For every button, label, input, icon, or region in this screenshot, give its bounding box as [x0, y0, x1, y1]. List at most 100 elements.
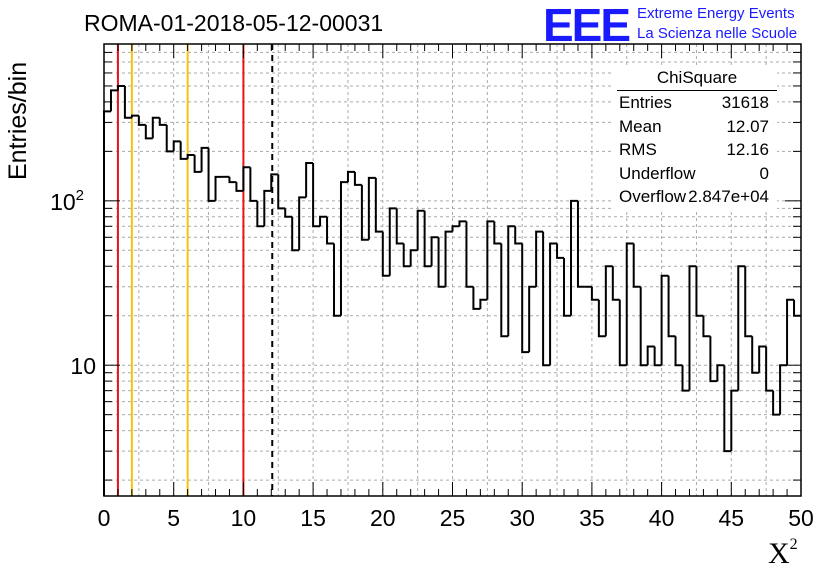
x-tick-label: 20 — [370, 505, 396, 531]
stats-key: Entries — [619, 93, 672, 112]
x-tick-label: 45 — [719, 505, 745, 531]
y-tick-label: 10 — [70, 353, 96, 379]
x-tick-label: 50 — [788, 505, 814, 531]
stats-value: 31618 — [721, 93, 769, 112]
histogram-bin — [472, 286, 481, 310]
histogram-bin — [312, 162, 321, 228]
histogram-bin — [319, 215, 328, 227]
histogram-bin — [590, 286, 599, 301]
histogram-bin — [423, 210, 432, 268]
histogram-bin — [263, 189, 272, 227]
histogram-bin — [723, 365, 732, 453]
histogram-bin — [681, 365, 690, 392]
histogram-bin — [346, 170, 355, 183]
histogram-bin — [618, 299, 627, 367]
histogram-bin — [528, 285, 537, 353]
y-tick-label: 102 — [50, 187, 84, 215]
histogram-bin — [660, 274, 669, 366]
histogram-bin — [123, 85, 132, 119]
histogram-bin — [765, 346, 774, 392]
histogram-bin — [500, 243, 509, 338]
histogram-bin — [688, 265, 697, 391]
histogram-bin — [298, 196, 307, 251]
logo-line-2: La Scienza nelle Scuole — [637, 25, 798, 42]
stats-value: 12.16 — [726, 140, 769, 159]
histogram-bin — [137, 115, 146, 126]
histogram-bin — [465, 221, 474, 288]
histogram-bin — [242, 166, 251, 191]
stats-key: Mean — [619, 116, 662, 136]
histogram-bin — [305, 161, 314, 198]
x-tick-label: 5 — [167, 505, 180, 531]
histogram-bin — [179, 141, 188, 160]
histogram-bin — [249, 167, 258, 202]
histogram-bin — [172, 140, 181, 152]
histogram-bin — [186, 154, 195, 159]
stats-row-overflow: Overflow 2.847e+04 — [611, 185, 777, 209]
histogram-bin — [291, 216, 300, 252]
histogram-bin — [563, 257, 571, 317]
histogram-bin — [786, 298, 795, 366]
histogram-bin — [744, 266, 753, 338]
histogram-bin — [116, 84, 125, 91]
histogram-bin — [625, 242, 634, 366]
histogram-bin — [207, 147, 216, 202]
histogram-bin — [667, 275, 676, 338]
x-tick-label: 30 — [509, 505, 535, 531]
stats-row-rms: RMS 12.16 — [611, 138, 777, 162]
histogram-bin — [653, 346, 662, 367]
histogram-bin — [284, 208, 293, 218]
x-tick-label: 15 — [300, 505, 326, 531]
stats-key: Overflow — [619, 187, 687, 206]
histogram-bin — [576, 200, 585, 288]
histogram-bin — [716, 364, 725, 382]
histogram-bin — [277, 174, 286, 210]
histogram-bin — [151, 116, 160, 139]
histogram-bin — [597, 299, 606, 338]
histogram-bin — [193, 155, 202, 173]
histogram-bin — [695, 266, 704, 317]
histogram-bin — [103, 110, 111, 496]
stats-title: ChiSquare — [617, 68, 777, 91]
histogram-bin — [256, 200, 265, 228]
x-tick-label: 35 — [579, 505, 605, 531]
histogram-bin — [402, 243, 411, 268]
histogram-bin — [437, 237, 446, 288]
stats-key: RMS — [619, 140, 657, 159]
histogram-bin — [793, 299, 801, 317]
histogram-bin — [556, 243, 565, 259]
histogram-bin — [632, 243, 641, 288]
x-tick-label: 10 — [231, 505, 257, 531]
histogram-bin — [479, 298, 488, 309]
stats-row-entries: Entries 31618 — [611, 91, 777, 115]
stats-box: ChiSquare Entries 31618 Mean 12.07 RMS 1… — [611, 66, 777, 211]
x-tick-label: 25 — [440, 505, 466, 531]
histogram-bin — [144, 124, 153, 140]
stats-row-mean: Mean 12.07 — [611, 115, 777, 139]
histogram-bin — [751, 336, 760, 374]
histogram-bin — [674, 336, 683, 367]
histogram-bin — [353, 171, 362, 186]
histogram-bin — [339, 181, 348, 316]
x-axis-label-base: X — [768, 537, 790, 570]
logo-line-1: Extreme Energy Events — [637, 5, 795, 22]
histogram-bin — [270, 173, 279, 191]
histogram-bin — [639, 286, 648, 367]
histogram-bin — [381, 231, 390, 277]
run-title: ROMA-01-2018-05-12-00031 — [84, 10, 384, 36]
stats-value: 12.07 — [726, 116, 769, 136]
x-tick-label: 40 — [649, 505, 675, 531]
histogram-bin — [374, 177, 383, 233]
histogram-bin — [109, 89, 118, 112]
histogram-bin — [444, 230, 453, 287]
histogram-bin — [416, 209, 425, 251]
histogram-bin — [367, 176, 376, 240]
histogram-bin — [779, 364, 788, 415]
histogram-bin — [409, 249, 418, 267]
stats-value: 0 — [759, 163, 769, 183]
histogram-bin — [165, 124, 174, 153]
histogram-bin — [395, 208, 404, 245]
histogram-bin — [702, 315, 711, 338]
histogram-bin — [535, 230, 544, 287]
